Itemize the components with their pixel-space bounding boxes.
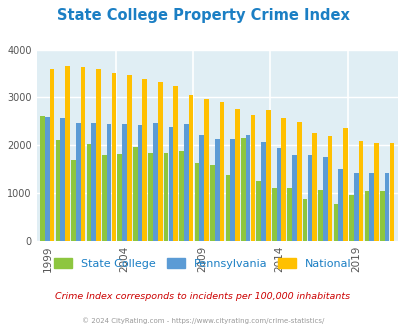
Bar (102, 155, 107, 241)
Bar (250, 115, 255, 241)
Bar (291, 155, 296, 241)
Bar (287, 188, 291, 241)
Text: © 2024 CityRating.com - https://www.cityrating.com/crime-statistics/: © 2024 CityRating.com - https://www.city… (82, 317, 323, 324)
Bar (158, 82, 162, 241)
Bar (50, 69, 54, 241)
Bar (45, 117, 49, 241)
Bar (117, 154, 122, 241)
Bar (256, 181, 260, 241)
Bar (281, 118, 286, 241)
Bar (122, 124, 126, 241)
Bar (210, 165, 214, 241)
Bar (142, 79, 147, 241)
Bar (96, 69, 100, 241)
Bar (369, 174, 373, 241)
Bar (60, 118, 65, 241)
Bar (127, 75, 131, 241)
Bar (55, 141, 60, 241)
Bar (65, 66, 70, 241)
Bar (40, 116, 45, 241)
Bar (358, 141, 362, 241)
Bar (81, 67, 85, 241)
Bar (318, 190, 322, 241)
Bar (153, 123, 158, 241)
Bar (214, 139, 219, 241)
Bar (333, 204, 337, 241)
Bar (91, 123, 96, 241)
Bar (245, 135, 250, 241)
Bar (384, 174, 388, 241)
Bar (199, 135, 204, 241)
Bar (302, 199, 307, 241)
Bar (296, 122, 301, 241)
Bar (163, 153, 168, 241)
Bar (241, 138, 245, 241)
Bar (353, 173, 358, 241)
Bar (307, 155, 311, 241)
Bar (137, 125, 142, 241)
Bar (260, 142, 265, 241)
Bar (348, 195, 353, 241)
Bar (168, 127, 173, 241)
Bar (86, 144, 91, 241)
Bar (107, 124, 111, 241)
Bar (338, 169, 342, 241)
Bar (388, 143, 393, 241)
Bar (311, 133, 316, 241)
Bar (132, 147, 137, 241)
Bar (322, 157, 327, 241)
Bar (194, 163, 199, 241)
Bar (265, 110, 270, 241)
Bar (183, 124, 188, 241)
Bar (342, 128, 347, 241)
Bar (173, 86, 177, 241)
Bar (219, 102, 224, 241)
Bar (327, 136, 332, 241)
Bar (204, 99, 208, 241)
Bar (234, 109, 239, 241)
Legend: State College, Pennsylvania, National: State College, Pennsylvania, National (50, 254, 355, 273)
Bar (373, 143, 378, 241)
Bar (230, 139, 234, 241)
Bar (225, 175, 230, 241)
Bar (276, 148, 281, 241)
Bar (71, 160, 76, 241)
Bar (76, 123, 80, 241)
Bar (111, 73, 116, 241)
Bar (148, 153, 153, 241)
Bar (379, 191, 384, 241)
Text: State College Property Crime Index: State College Property Crime Index (56, 8, 349, 23)
Text: Crime Index corresponds to incidents per 100,000 inhabitants: Crime Index corresponds to incidents per… (55, 292, 350, 301)
Bar (364, 191, 368, 241)
Bar (179, 151, 183, 241)
Bar (271, 188, 276, 241)
Bar (188, 95, 193, 241)
